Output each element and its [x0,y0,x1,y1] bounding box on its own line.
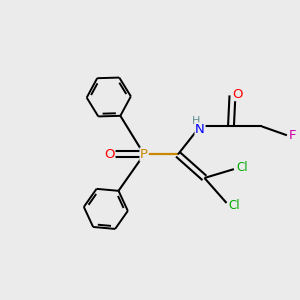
Text: Cl: Cl [228,200,240,212]
Text: N: N [195,123,205,136]
Text: O: O [232,88,243,100]
Text: Cl: Cl [236,161,248,174]
Text: O: O [104,148,115,161]
Text: H: H [192,116,201,126]
Text: P: P [140,148,148,161]
Text: F: F [289,129,297,142]
